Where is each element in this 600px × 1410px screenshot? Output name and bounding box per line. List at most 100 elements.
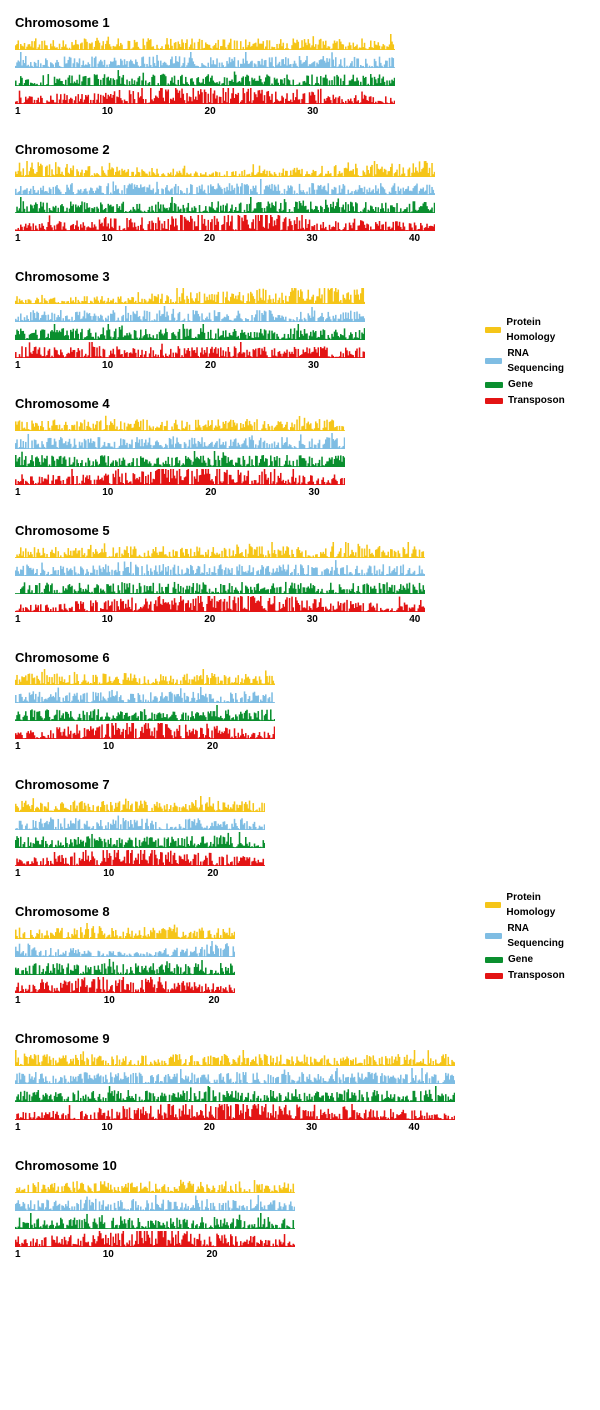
density-track bbox=[15, 197, 435, 213]
density-track bbox=[15, 814, 265, 830]
x-axis: 1 10 20 bbox=[15, 741, 275, 755]
x-axis: 110203040 bbox=[15, 614, 425, 628]
track-group: 1102030 bbox=[15, 415, 345, 501]
density-track bbox=[15, 669, 275, 685]
x-tick-label: 20 bbox=[205, 106, 216, 117]
x-tick-label: 20 bbox=[207, 868, 218, 879]
density-track bbox=[15, 596, 425, 612]
density-track bbox=[15, 1213, 295, 1229]
track-group: 1 10 20 bbox=[15, 796, 265, 882]
legend-swatch bbox=[485, 327, 501, 333]
legend-label: RNA Sequencing bbox=[507, 346, 585, 376]
track-group: 11020 bbox=[15, 1177, 295, 1263]
density-track bbox=[15, 324, 365, 340]
x-tick-label: 10 bbox=[103, 868, 114, 879]
x-axis: 11020 bbox=[15, 995, 235, 1009]
legend-label: RNA Sequencing bbox=[507, 921, 585, 951]
legend-item: Transposon bbox=[485, 968, 585, 983]
density-track bbox=[15, 342, 365, 358]
density-track bbox=[15, 941, 235, 957]
chromosome-title: Chromosome 2 bbox=[15, 142, 585, 157]
x-tick-label: 30 bbox=[307, 233, 318, 244]
x-tick-label: 1 bbox=[15, 741, 21, 752]
track-group: 110203040 bbox=[15, 1050, 455, 1136]
x-tick-label: 20 bbox=[204, 233, 215, 244]
legend-swatch bbox=[485, 902, 501, 908]
density-track bbox=[15, 977, 235, 993]
x-tick-label: 10 bbox=[102, 487, 113, 498]
chromosome-density-figure: Chromosome 11102030Chromosome 2110203040… bbox=[15, 15, 585, 1263]
x-tick-label: 1 bbox=[15, 614, 21, 625]
legend-item: Transposon bbox=[485, 393, 585, 408]
density-track bbox=[15, 687, 275, 703]
density-track bbox=[15, 306, 365, 322]
legend-label: Gene bbox=[508, 952, 533, 967]
x-tick-label: 30 bbox=[307, 614, 318, 625]
x-tick-label: 10 bbox=[104, 995, 115, 1006]
chromosome-panel: Chromosome 10 11020 bbox=[15, 1158, 585, 1263]
legend-swatch bbox=[485, 933, 502, 939]
x-tick-label: 1 bbox=[15, 868, 21, 879]
density-track bbox=[15, 705, 275, 721]
x-tick-label: 20 bbox=[204, 1122, 215, 1133]
density-track bbox=[15, 161, 435, 177]
density-track bbox=[15, 469, 345, 485]
x-tick-label: 20 bbox=[206, 1249, 217, 1260]
legend-item: Protein Homology bbox=[485, 890, 585, 920]
density-track bbox=[15, 288, 365, 304]
x-tick-label: 40 bbox=[409, 233, 420, 244]
legend-label: Protein Homology bbox=[506, 890, 585, 920]
legend-label: Transposon bbox=[508, 968, 565, 983]
density-track bbox=[15, 723, 275, 739]
x-tick-label: 10 bbox=[103, 741, 114, 752]
track-group: 1 10 20 30 bbox=[15, 288, 365, 374]
density-track bbox=[15, 179, 435, 195]
x-tick-label: 30 bbox=[306, 1122, 317, 1133]
x-tick-label: 1 bbox=[15, 995, 21, 1006]
legend-swatch bbox=[485, 382, 503, 388]
density-track bbox=[15, 88, 395, 104]
chromosome-panel: Chromosome 2 1 10 20 30 40 bbox=[15, 142, 585, 247]
legend-item: RNA Sequencing bbox=[485, 346, 585, 376]
legend-swatch bbox=[485, 957, 503, 963]
chromosome-title: Chromosome 3 bbox=[15, 269, 585, 284]
x-tick-label: 10 bbox=[102, 233, 113, 244]
density-track bbox=[15, 433, 345, 449]
x-tick-label: 1 bbox=[15, 233, 21, 244]
x-tick-label: 1 bbox=[15, 487, 21, 498]
chromosome-panel: Chromosome 5110203040 bbox=[15, 523, 585, 628]
density-track bbox=[15, 796, 265, 812]
density-track bbox=[15, 70, 395, 86]
x-axis: 1 10 20 30 40 bbox=[15, 233, 435, 247]
x-tick-label: 30 bbox=[307, 106, 318, 117]
x-tick-label: 10 bbox=[102, 106, 113, 117]
x-tick-label: 1 bbox=[15, 1122, 21, 1133]
x-tick-label: 1 bbox=[15, 106, 21, 117]
chromosome-title: Chromosome 10 bbox=[15, 1158, 585, 1173]
density-track bbox=[15, 1050, 455, 1066]
density-track bbox=[15, 34, 395, 50]
density-track bbox=[15, 832, 265, 848]
legend-label: Gene bbox=[508, 377, 533, 392]
chromosome-title: Chromosome 9 bbox=[15, 1031, 585, 1046]
density-track bbox=[15, 1104, 455, 1120]
density-track bbox=[15, 215, 435, 231]
density-track bbox=[15, 923, 235, 939]
track-group: 1 10 20 bbox=[15, 669, 275, 755]
x-tick-label: 1 bbox=[15, 1249, 21, 1260]
density-track bbox=[15, 542, 425, 558]
x-tick-label: 40 bbox=[409, 614, 420, 625]
density-track bbox=[15, 578, 425, 594]
x-axis: 1 10 20 30 bbox=[15, 106, 395, 120]
x-axis: 1 10 20 30 bbox=[15, 360, 365, 374]
legend-item: RNA Sequencing bbox=[485, 921, 585, 951]
density-track bbox=[15, 850, 265, 866]
x-tick-label: 30 bbox=[308, 360, 319, 371]
x-tick-label: 1 bbox=[15, 360, 21, 371]
x-tick-label: 20 bbox=[205, 360, 216, 371]
x-tick-label: 20 bbox=[204, 614, 215, 625]
x-tick-label: 20 bbox=[207, 741, 218, 752]
density-track bbox=[15, 1086, 455, 1102]
density-track bbox=[15, 959, 235, 975]
x-tick-label: 10 bbox=[102, 360, 113, 371]
